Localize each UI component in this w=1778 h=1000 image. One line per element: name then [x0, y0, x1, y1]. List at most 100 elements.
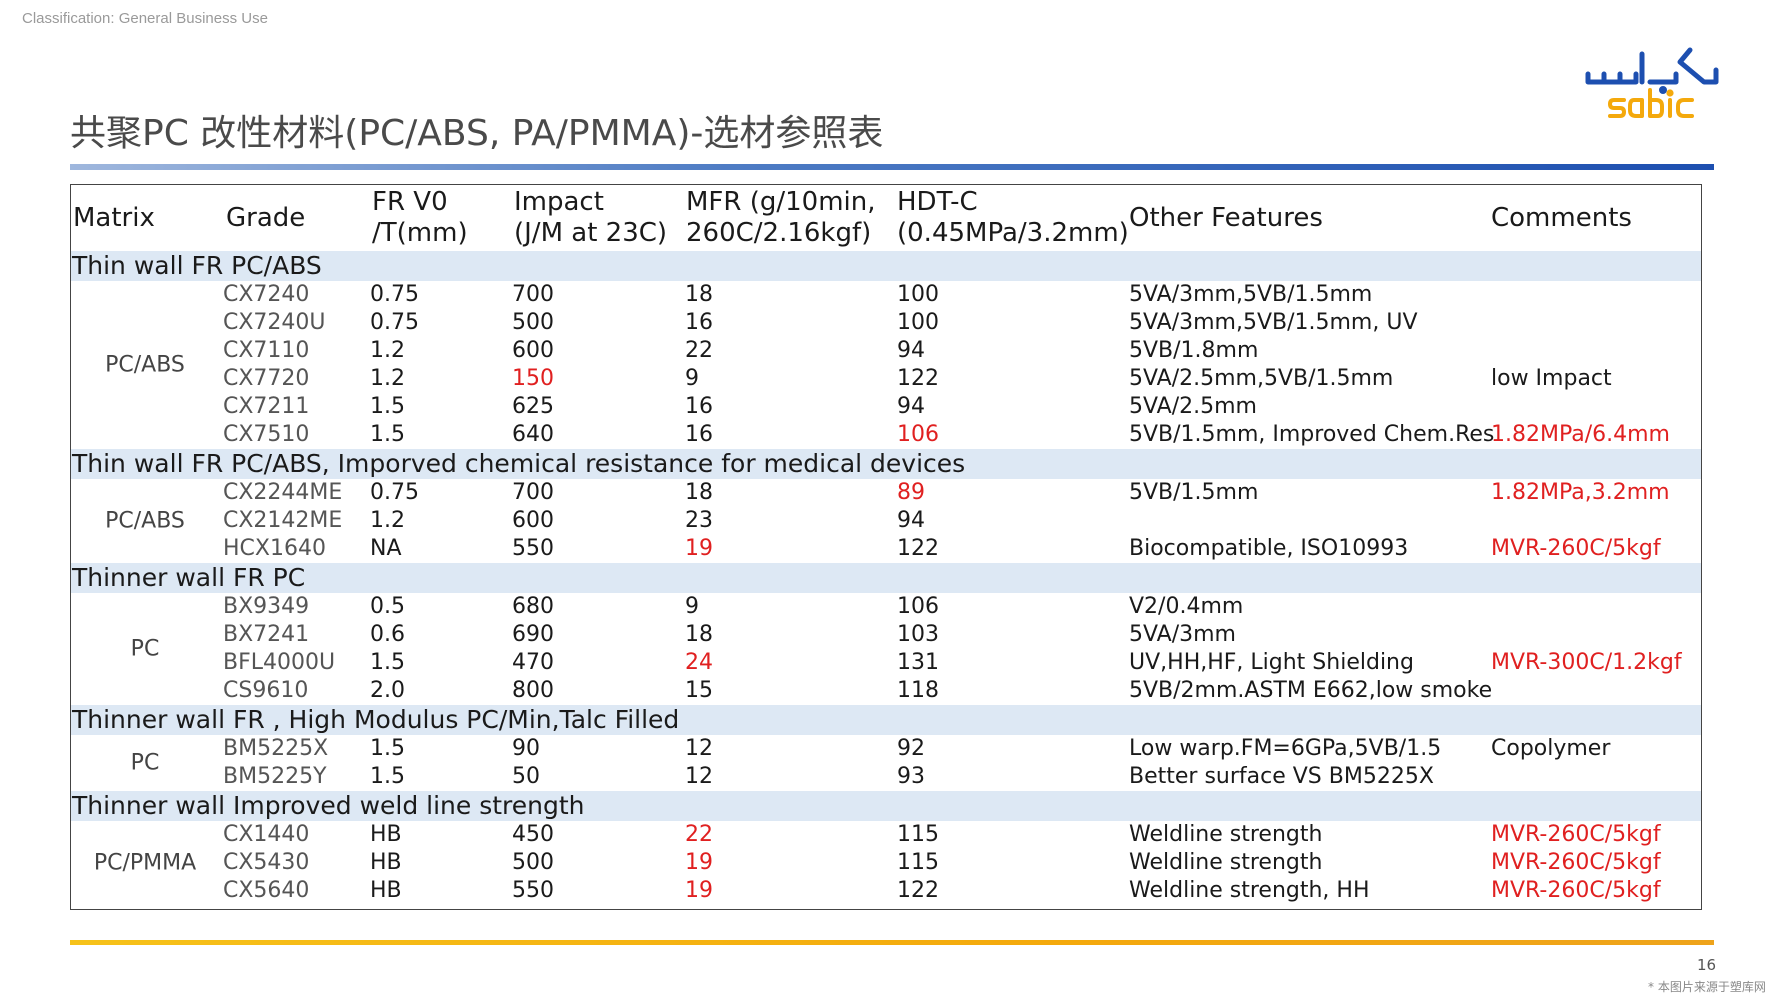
mfr-cell: 18: [685, 480, 713, 505]
title-divider: [70, 164, 1714, 170]
header-hdt-line1: HDT-C: [897, 187, 978, 217]
fr-cell: 0.6: [370, 622, 405, 647]
table-row: CX5640 HB 550 19 122 Weldline strength, HH MVR…: [71, 877, 1701, 905]
header-hdt-line2: (0.45MPa/3.2mm): [897, 218, 1129, 248]
hdt-cell: 115: [897, 822, 939, 847]
section-group: PC/ABS CX2244ME 0.75 700 18 89 5VB/1.5mm 1.82MP…: [71, 479, 1701, 563]
section-title: Thinner wall FR , High Modulus PC/Min,Ta…: [72, 705, 680, 734]
other-cell: 5VB/1.5mm, Improved Chem.Res: [1129, 422, 1495, 447]
comments-cell: MVR-300C/1.2kgf: [1491, 650, 1682, 675]
page-title: 共聚PC 改性材料(PC/ABS, PA/PMMA)-选材参照表: [70, 113, 884, 154]
table-row: BM5225Y 1.5 50 12 93 Better surface VS BM5225…: [71, 763, 1701, 791]
header-impact: Impact (J/M at 23C): [514, 185, 667, 251]
mfr-cell: 18: [685, 282, 713, 307]
classification-label: Classification: General Business Use: [22, 10, 268, 27]
comments-cell: 1.82MPa/6.4mm: [1491, 422, 1670, 447]
grade-cell: CX5640: [223, 878, 310, 903]
table-row: HCX1640 NA 550 19 122 Biocompatible, ISO10993…: [71, 535, 1701, 563]
grade-cell: HCX1640: [223, 536, 326, 561]
impact-cell: 150: [512, 366, 554, 391]
table-row: CX2142ME 1.2 600 23 94: [71, 507, 1701, 535]
section-group: PC/PMMA CX1440 HB 450 22 115 Weldline strength…: [71, 821, 1701, 905]
header-impact-line1: Impact: [514, 187, 604, 217]
watermark: * 本图片来源于塑库网: [1648, 980, 1766, 994]
section-header: Thin wall FR PC/ABS: [71, 251, 1701, 281]
hdt-cell: 100: [897, 310, 939, 335]
grade-cell: CX7720: [223, 366, 310, 391]
mfr-cell: 16: [685, 422, 713, 447]
grade-cell: BM5225X: [223, 736, 329, 761]
mfr-cell: 19: [685, 536, 713, 561]
hdt-cell: 94: [897, 508, 925, 533]
header-fr-line1: FR V0: [372, 187, 448, 217]
fr-cell: 0.75: [370, 310, 419, 335]
fr-cell: 0.75: [370, 282, 419, 307]
mfr-cell: 15: [685, 678, 713, 703]
section-group: PC BX9349 0.5 680 9 106 V2/0.4mm BX7241 0.6 690 18…: [71, 593, 1701, 705]
section-title: Thin wall FR PC/ABS, Imporved chemical r…: [72, 449, 966, 478]
grade-cell: CX7110: [223, 338, 310, 363]
grade-cell: CX1440: [223, 822, 310, 847]
impact-cell: 500: [512, 850, 554, 875]
grade-cell: CX2142ME: [223, 508, 343, 533]
header-matrix: Matrix: [73, 202, 155, 233]
hdt-cell: 115: [897, 850, 939, 875]
fr-cell: HB: [370, 878, 402, 903]
fr-cell: 1.5: [370, 736, 405, 761]
fr-cell: 0.75: [370, 480, 419, 505]
section-title: Thin wall FR PC/ABS: [72, 251, 322, 280]
matrix-cell: PC: [130, 750, 160, 776]
table-row: BFL4000U 1.5 470 24 131 UV,HH,HF, Light Shiel…: [71, 649, 1701, 677]
matrix-cell: PC/ABS: [105, 352, 185, 378]
table-row: CX7720 1.2 150 9 122 5VA/2.5mm,5VB/1.5mm low I…: [71, 365, 1701, 393]
table-row: CX7110 1.2 600 22 94 5VB/1.8mm: [71, 337, 1701, 365]
grade-cell: BFL4000U: [223, 650, 336, 675]
other-cell: Weldline strength: [1129, 822, 1323, 847]
impact-cell: 680: [512, 594, 554, 619]
fr-cell: 1.2: [370, 338, 405, 363]
footer-divider: [70, 940, 1714, 945]
mfr-cell: 16: [685, 310, 713, 335]
impact-cell: 470: [512, 650, 554, 675]
header-mfr: MFR (g/10min, 260C/2.16kgf): [686, 185, 876, 251]
header-mfr-line1: MFR (g/10min,: [686, 187, 876, 217]
sabic-logo: sabic: [1585, 47, 1719, 118]
fr-cell: 1.5: [370, 394, 405, 419]
comments-cell: 1.82MPa,3.2mm: [1491, 480, 1670, 505]
table-row: CX1440 HB 450 22 115 Weldline strength MVR-260…: [71, 821, 1701, 849]
section-title: Thinner wall Improved weld line strength: [72, 791, 585, 820]
other-cell: 5VB/1.5mm: [1129, 480, 1259, 505]
fr-cell: 1.5: [370, 764, 405, 789]
grade-cell: CX7240U: [223, 310, 326, 335]
hdt-cell: 92: [897, 736, 925, 761]
impact-cell: 690: [512, 622, 554, 647]
mfr-cell: 9: [685, 594, 699, 619]
grade-cell: BX9349: [223, 594, 310, 619]
impact-cell: 640: [512, 422, 554, 447]
other-cell: Biocompatible, ISO10993: [1129, 536, 1409, 561]
header-mfr-line2: 260C/2.16kgf): [686, 218, 872, 248]
hdt-cell: 131: [897, 650, 939, 675]
table-row: BX9349 0.5 680 9 106 V2/0.4mm: [71, 593, 1701, 621]
other-cell: 5VB/1.8mm: [1129, 338, 1259, 363]
fr-cell: 2.0: [370, 678, 405, 703]
impact-cell: 90: [512, 736, 540, 761]
comments-cell: low Impact: [1491, 366, 1612, 391]
matrix-cell: PC/ABS: [105, 508, 185, 534]
hdt-cell: 122: [897, 366, 939, 391]
impact-cell: 450: [512, 822, 554, 847]
impact-cell: 550: [512, 536, 554, 561]
matrix-cell: PC: [130, 636, 160, 662]
hdt-cell: 122: [897, 536, 939, 561]
hdt-cell: 93: [897, 764, 925, 789]
mfr-cell: 18: [685, 622, 713, 647]
comments-cell: Copolymer: [1491, 736, 1611, 761]
grade-cell: CX7211: [223, 394, 310, 419]
mfr-cell: 24: [685, 650, 713, 675]
fr-cell: HB: [370, 822, 402, 847]
header-fr: FR V0/T(mm): [372, 185, 468, 251]
table-row: CS9610 2.0 800 15 118 5VB/2mm.ASTM E662,low s…: [71, 677, 1701, 705]
other-cell: Low warp.FM=6GPa,5VB/1.5: [1129, 736, 1442, 761]
other-cell: Weldline strength: [1129, 850, 1323, 875]
impact-cell: 600: [512, 338, 554, 363]
